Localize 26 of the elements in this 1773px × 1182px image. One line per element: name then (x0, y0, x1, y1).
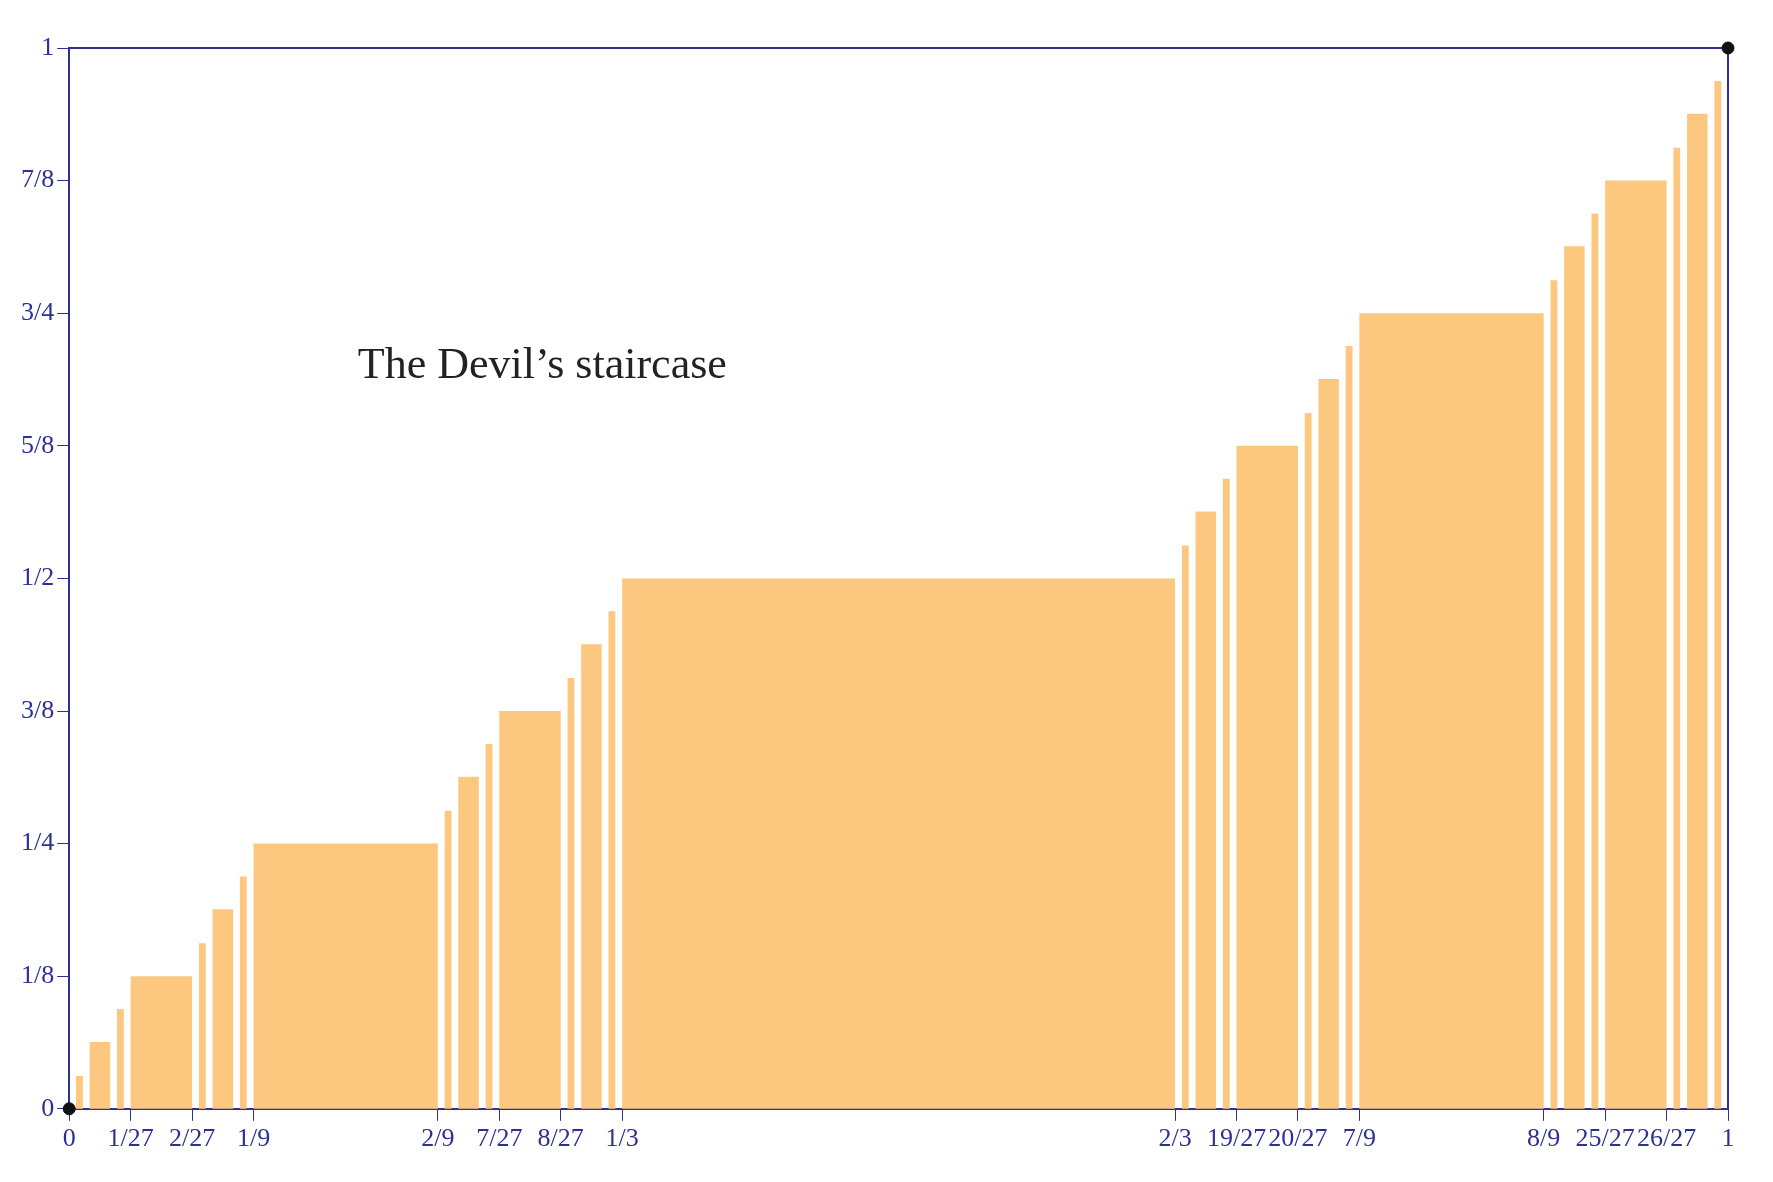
x-tick-label: 1/3 (605, 1123, 639, 1153)
x-tick-label: 1/27 (107, 1123, 154, 1153)
y-tick-label: 5/8 (20, 429, 55, 459)
x-tick-label: 7/9 (1342, 1123, 1376, 1153)
x-tick-label: 0 (62, 1123, 76, 1153)
x-tick-label: 2/27 (168, 1123, 216, 1153)
x-tick-label: 7/27 (476, 1123, 523, 1153)
y-tick-label: 3/4 (20, 297, 55, 327)
x-tick-label: 8/9 (1527, 1123, 1561, 1153)
x-tick-label: 19/27 (1206, 1123, 1267, 1153)
y-tick-label: 0 (41, 1092, 55, 1122)
x-tick-label: 26/27 (1636, 1123, 1697, 1153)
x-tick-label: 1 (1721, 1123, 1735, 1153)
x-tick-label: 2/9 (421, 1123, 455, 1153)
x-tick-label: 25/27 (1575, 1123, 1635, 1153)
y-tick-label: 1/2 (20, 562, 55, 592)
x-tick-label: 1/9 (236, 1123, 271, 1153)
x-tick-label: 20/27 (1268, 1123, 1328, 1153)
y-tick-label: 1/8 (20, 960, 55, 990)
annotation: The Devil’s staircase (357, 338, 727, 388)
x-tick-label: 8/27 (537, 1123, 584, 1153)
y-tick-label: 3/8 (20, 694, 55, 724)
x-tick-label: 2/3 (1158, 1123, 1192, 1153)
y-tick-label: 7/8 (20, 164, 55, 194)
y-tick-label: 1/4 (20, 827, 55, 857)
y-tick-label: 1 (41, 31, 55, 61)
